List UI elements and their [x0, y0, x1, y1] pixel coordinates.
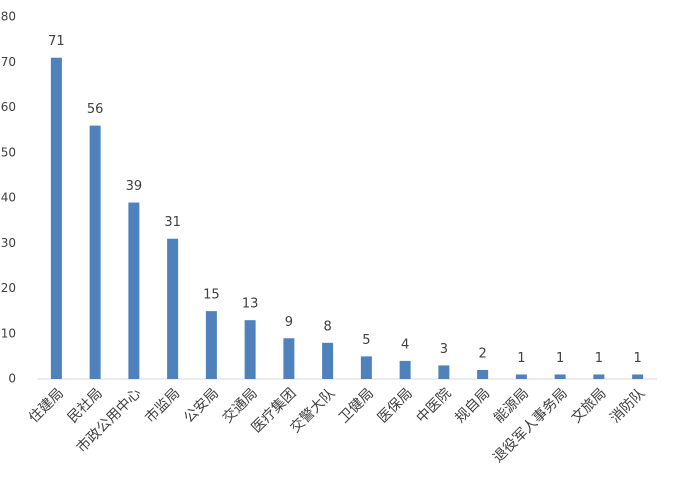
data-label: 1 [633, 351, 641, 366]
y-tick-label: 20 [1, 281, 16, 295]
y-tick-label: 70 [1, 55, 16, 69]
x-tick-label: 公安局 [181, 385, 222, 426]
bar [593, 374, 605, 379]
bar [399, 360, 411, 379]
bar [50, 57, 62, 379]
x-tick-label: 中医院 [414, 385, 455, 426]
data-label: 1 [595, 351, 603, 366]
bar [283, 338, 295, 379]
y-tick-label: 50 [1, 145, 16, 159]
x-tick-label: 市监局 [142, 385, 184, 427]
data-label: 39 [126, 179, 143, 194]
bar [244, 320, 256, 379]
y-tick-label: 10 [1, 326, 16, 340]
y-tick-label: 80 [1, 10, 16, 24]
data-label: 9 [285, 315, 293, 330]
bar [360, 356, 372, 379]
x-tick-label: 消防队 [607, 385, 648, 426]
y-tick-label: 0 [8, 372, 16, 386]
y-tick-label: 60 [1, 100, 16, 114]
data-label: 2 [478, 346, 486, 361]
bar [438, 365, 450, 379]
x-tick-label: 规自局 [452, 385, 493, 426]
data-label: 15 [203, 288, 220, 303]
data-label: 13 [242, 297, 259, 312]
data-label: 4 [401, 337, 409, 352]
bar [554, 374, 566, 379]
data-label: 71 [48, 34, 65, 49]
data-label: 3 [440, 342, 448, 357]
y-tick-label: 30 [1, 236, 16, 250]
bar [128, 202, 140, 379]
x-tick-label: 住建局 [26, 385, 67, 426]
data-label: 1 [517, 351, 525, 366]
data-label: 8 [323, 319, 331, 334]
bar [205, 311, 217, 379]
data-label: 31 [164, 215, 181, 230]
data-label: 1 [556, 351, 564, 366]
y-tick-label: 40 [1, 191, 16, 205]
bar [477, 369, 489, 379]
x-tick-label: 卫健局 [336, 385, 377, 426]
data-label: 56 [87, 102, 104, 117]
bar [632, 374, 644, 379]
bar [322, 342, 334, 379]
data-label: 5 [362, 333, 370, 348]
bar [515, 374, 527, 379]
x-tick-label: 文旅局 [569, 385, 610, 426]
x-tick-label: 医保局 [375, 385, 416, 426]
bar [89, 125, 101, 379]
bar [167, 238, 179, 379]
